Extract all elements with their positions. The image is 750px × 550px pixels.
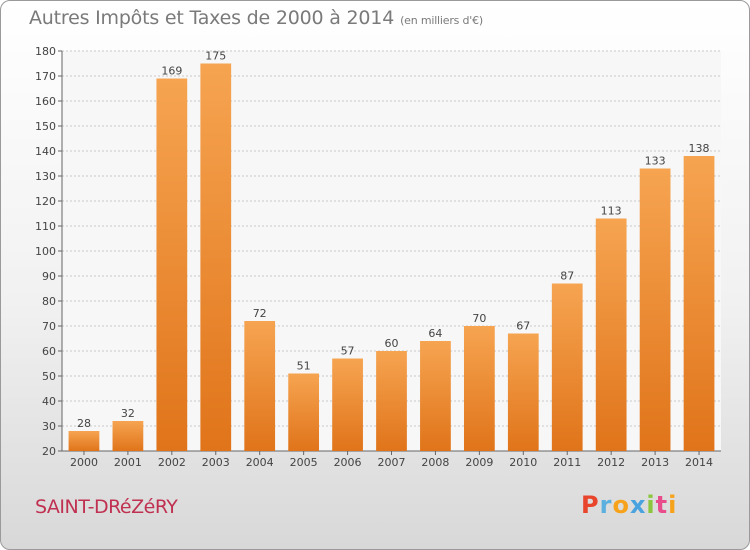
y-tick-label: 110 — [35, 220, 56, 233]
y-tick-label: 70 — [42, 320, 56, 333]
y-tick-label: 160 — [35, 95, 56, 108]
bar — [156, 78, 188, 451]
proxiti-logo: Proxiti — [581, 491, 677, 519]
y-tick-label: 20 — [42, 445, 56, 458]
logo-letter: r — [599, 491, 613, 519]
y-tick-label: 180 — [35, 45, 56, 58]
title-text: Autres Impôts et Taxes de 2000 à 2014 — [29, 7, 395, 29]
x-tick-label: 2005 — [290, 456, 318, 469]
bar-value-label: 175 — [205, 50, 226, 63]
bar-value-label: 32 — [121, 407, 135, 420]
logo-letter: i — [646, 491, 656, 519]
bar-value-label: 169 — [161, 65, 182, 78]
bar — [551, 283, 583, 451]
bar — [288, 373, 320, 451]
logo-letter: x — [629, 491, 647, 519]
bar-value-label: 64 — [428, 327, 442, 340]
x-tick-label: 2000 — [70, 456, 98, 469]
logo-letter: o — [612, 491, 630, 519]
y-tick-label: 140 — [35, 145, 56, 158]
chart-subtitle: (en milliers d'€) — [400, 14, 483, 27]
y-tick-label: 150 — [35, 120, 56, 133]
bar — [595, 218, 627, 451]
y-tick-label: 80 — [42, 295, 56, 308]
bar — [639, 168, 671, 451]
bar-value-label: 57 — [341, 345, 355, 358]
bar-value-label: 28 — [77, 417, 91, 430]
x-tick-label: 2006 — [334, 456, 362, 469]
x-tick-label: 2008 — [421, 456, 449, 469]
x-tick-label: 2001 — [114, 456, 142, 469]
logo-letter: i — [668, 491, 678, 519]
bar-value-label: 138 — [689, 142, 710, 155]
bar — [507, 333, 539, 451]
y-tick-label: 130 — [35, 170, 56, 183]
y-tick-label: 170 — [35, 70, 56, 83]
x-tick-label: 2004 — [246, 456, 274, 469]
x-tick-label: 2011 — [553, 456, 581, 469]
y-tick-label: 100 — [35, 245, 56, 258]
x-tick-label: 2003 — [202, 456, 230, 469]
town-name: SAINT-DRéZéRY — [35, 496, 178, 518]
x-tick-label: 2009 — [465, 456, 493, 469]
bar-value-label: 60 — [385, 337, 399, 350]
y-tick-label: 50 — [42, 370, 56, 383]
bar — [200, 63, 232, 451]
y-tick-label: 40 — [42, 395, 56, 408]
x-tick-label: 2013 — [641, 456, 669, 469]
bar-value-label: 113 — [601, 205, 622, 218]
y-tick-label: 90 — [42, 270, 56, 283]
bar-value-label: 133 — [645, 155, 666, 168]
bar-value-label: 87 — [560, 270, 574, 283]
y-tick-label: 30 — [42, 420, 56, 433]
y-tick-label: 60 — [42, 345, 56, 358]
x-tick-label: 2010 — [509, 456, 537, 469]
bar — [463, 326, 495, 451]
x-tick-label: 2002 — [158, 456, 186, 469]
bar — [376, 351, 407, 451]
x-tick-label: 2012 — [597, 456, 625, 469]
bar — [68, 431, 100, 451]
bar — [112, 421, 144, 451]
bar — [683, 156, 715, 451]
bar — [420, 341, 451, 451]
bar — [332, 358, 363, 451]
bar-value-label: 70 — [472, 312, 486, 325]
y-tick-label: 120 — [35, 195, 56, 208]
bar-value-label: 51 — [297, 360, 311, 373]
bar — [244, 321, 276, 451]
chart-title: Autres Impôts et Taxes de 2000 à 2014 (en… — [29, 7, 483, 29]
x-tick-label: 2007 — [378, 456, 406, 469]
x-tick-label: 2014 — [685, 456, 713, 469]
logo-letter: P — [581, 491, 600, 519]
bar-value-label: 72 — [253, 307, 267, 320]
bar-value-label: 67 — [516, 320, 530, 333]
logo-letter: t — [655, 491, 669, 519]
